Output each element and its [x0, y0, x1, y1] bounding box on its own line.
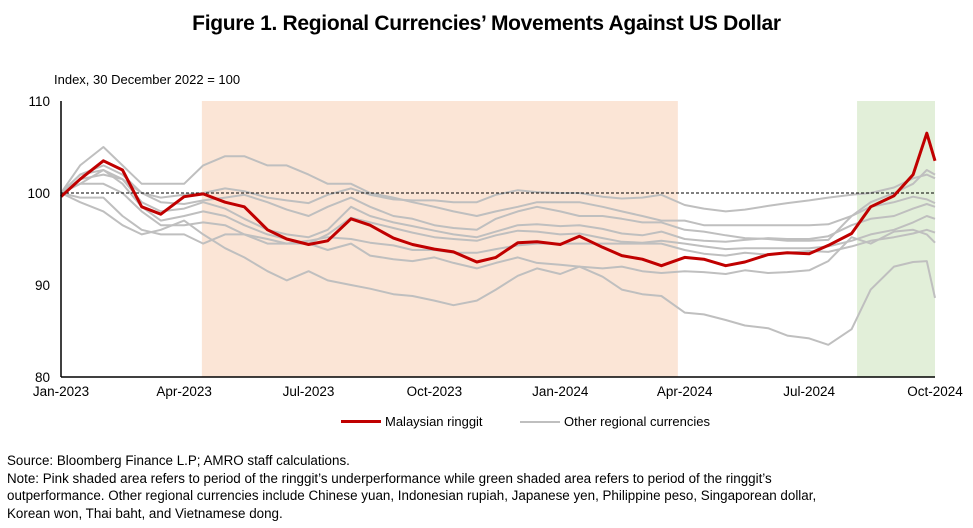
legend-label-ringgit: Malaysian ringgit: [385, 414, 483, 429]
x-tick-labels: Jan-2023 Apr-2023 Jul-2023 Oct-2023 Jan-2024…: [33, 384, 963, 399]
note-line-1: Note: Pink shaded area refers to period …: [7, 470, 772, 486]
other-currency-line-8: [60, 192, 936, 346]
y-tick-label: 100: [27, 186, 50, 201]
legend-item-ringgit: Malaysian ringgit: [341, 414, 483, 429]
x-tick-label: Jan-2023: [33, 384, 89, 399]
legend-swatch-other: [520, 420, 560, 423]
x-tick-label: Jul-2023: [283, 384, 335, 399]
y-tick-labels: 80 90 100 110: [27, 94, 50, 385]
legend-label-other: Other regional currencies: [564, 414, 710, 429]
ringgit-line: [59, 131, 937, 268]
x-tick-label: Jan-2024: [532, 384, 589, 399]
other-currency-line-6: [60, 182, 936, 257]
other-currency-line-7: [60, 192, 936, 275]
ringgit-line-group: [59, 131, 937, 268]
note-line-3: Korean won, Thai baht, and Vietnamese do…: [7, 505, 283, 521]
y-tick-label: 110: [28, 94, 50, 109]
other-currency-line-5: [60, 169, 936, 251]
axes: [60, 101, 935, 378]
note-line-2: outperformance. Other regional currencie…: [7, 488, 817, 503]
shaded-periods: [201, 101, 935, 377]
y-tick-label: 90: [35, 278, 50, 293]
legend-swatch-ringgit: [341, 420, 381, 423]
other-currency-line-3: [60, 164, 936, 242]
other-currency-line-1: [60, 146, 936, 227]
source-note: Source: Bloomberg Finance L.P; AMRO staf…: [7, 453, 350, 468]
chart-notes: Source: Bloomberg Finance L.P; AMRO staf…: [7, 452, 967, 522]
x-tick-label: Oct-2023: [407, 384, 463, 399]
y-axis-unit-label: Index, 30 December 2022 = 100: [54, 72, 241, 87]
other-currency-lines: [60, 146, 936, 346]
chart-title: Figure 1. Regional Currencies’ Movements…: [192, 12, 781, 35]
other-currency-line-4: [60, 169, 936, 243]
legend-item-other: Other regional currencies: [520, 414, 710, 429]
x-tick-label: Apr-2023: [156, 384, 212, 399]
y-tick-label: 80: [35, 370, 50, 385]
x-tick-label: Apr-2024: [657, 384, 713, 399]
x-tick-label: Jul-2024: [783, 384, 835, 399]
shade-ringgit-underperformance: [201, 101, 678, 377]
x-tick-label: Oct-2024: [907, 384, 963, 399]
